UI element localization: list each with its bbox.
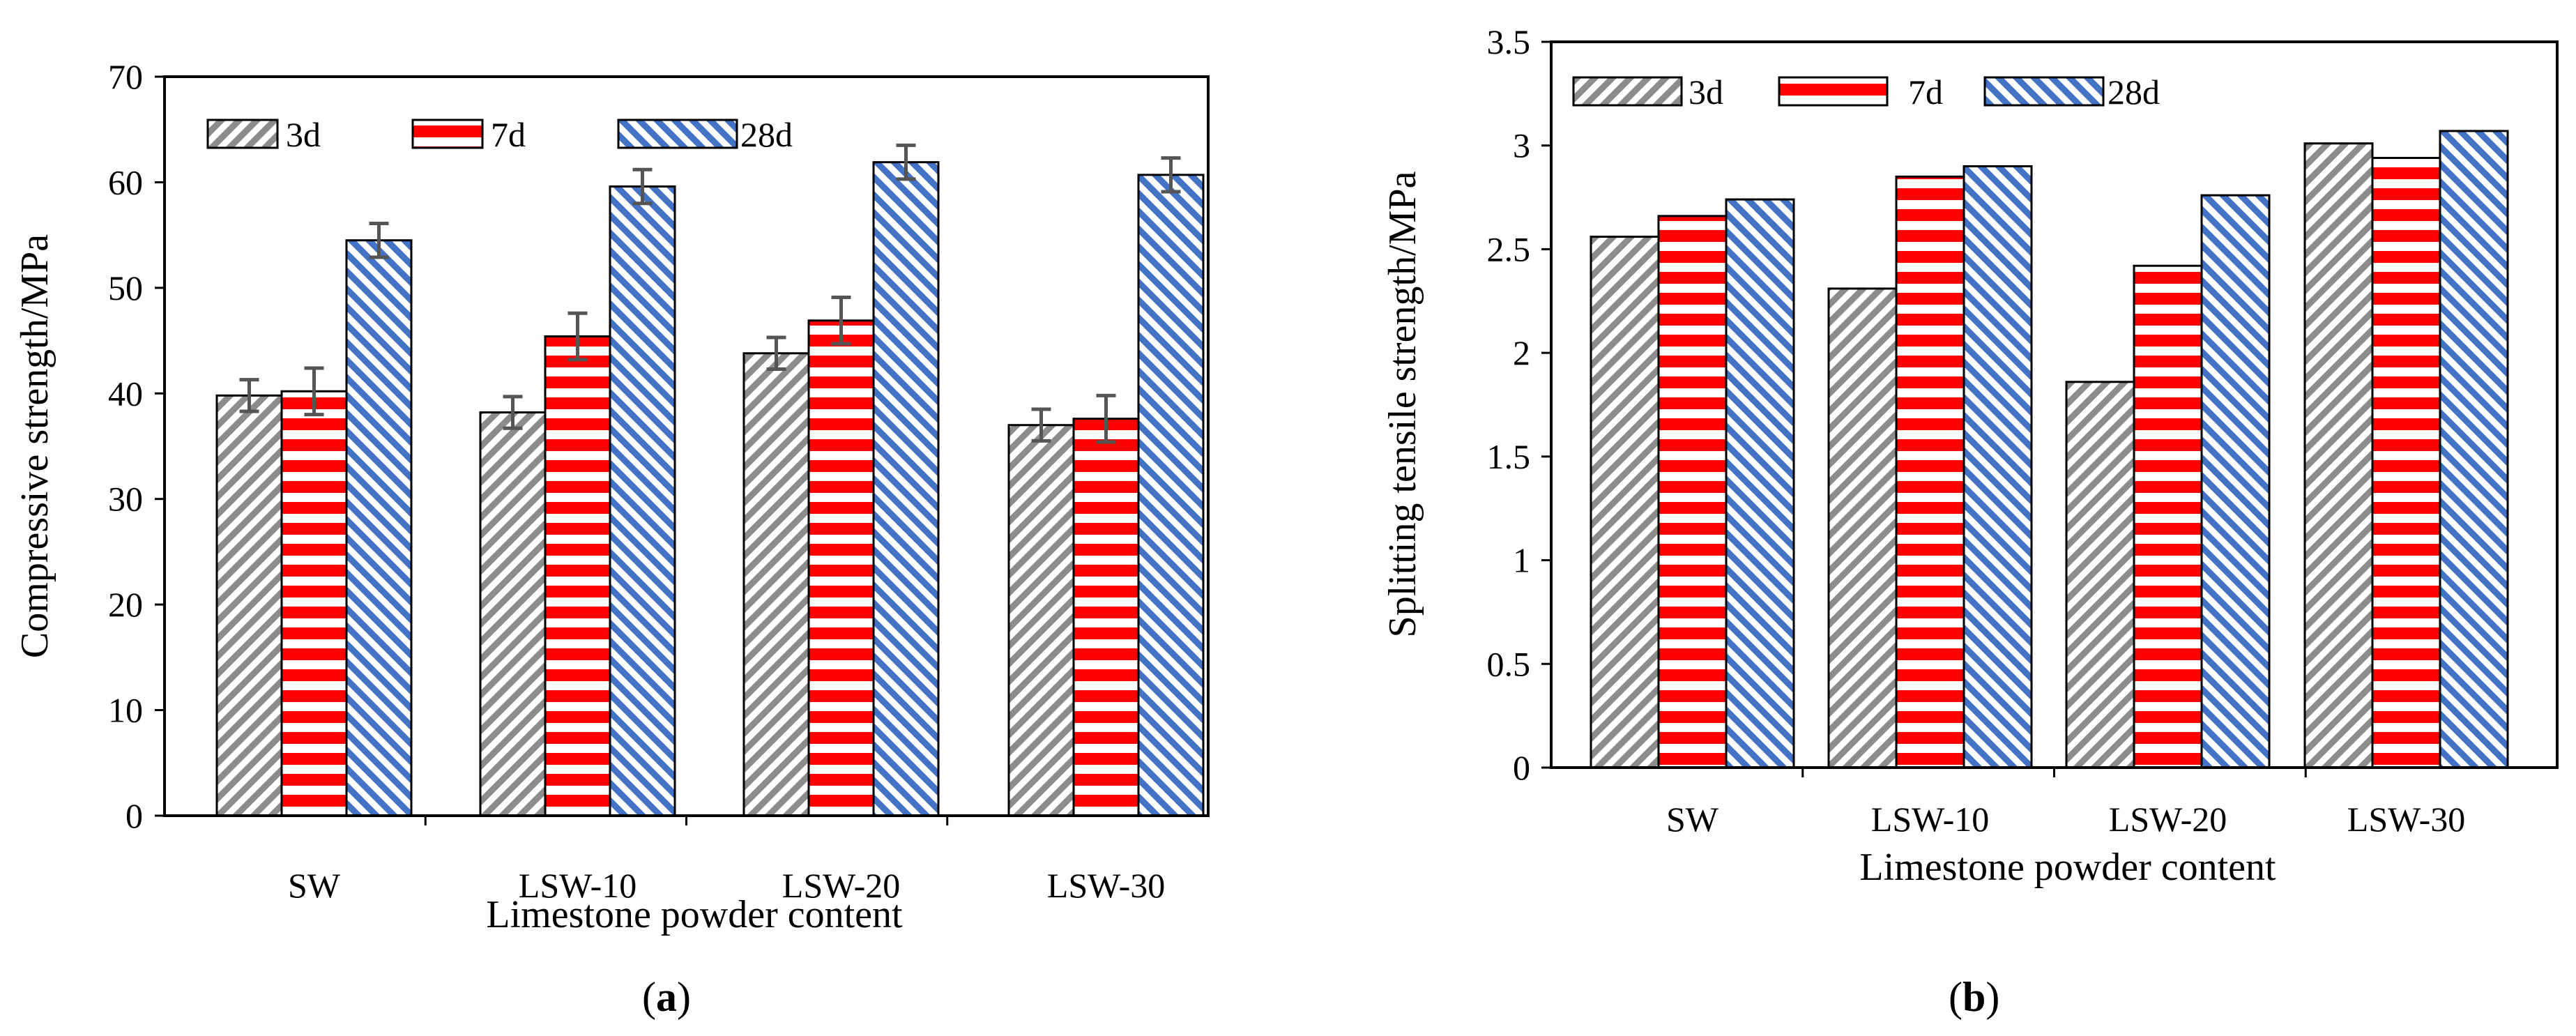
chart-a-bar-3d-SW	[215, 394, 283, 817]
chart-b-legend-label-3d: 3d	[1689, 73, 1723, 112]
chart-b: 0 0.5 1 1.5 2 2.5 3 3.5 SW LSW-10 LSW-20 LSW-30 Sp…	[1381, 22, 2559, 1020]
chart-b-bars	[1590, 130, 2509, 769]
chart-b-bar-3d-LSW-20	[2065, 381, 2135, 769]
chart-b-x-tick-label: LSW-30	[2347, 800, 2465, 839]
chart-b-legend: 3d 7d 28d	[1572, 73, 2160, 112]
chart-b-legend-swatch-3d	[1572, 76, 1683, 107]
chart-a-error-bar-7d-SW	[304, 366, 324, 417]
chart-a-bar-28d-LSW-30	[1137, 174, 1205, 817]
chart-a-panel-letter: a	[656, 974, 677, 1020]
chart-a: 0 10 20 30 40 50 60 70 SW LSW-10 LSW-20 LSW-30 Com…	[13, 57, 1210, 1020]
chart-a-error-bar-3d-SW	[239, 378, 259, 413]
chart-a-x-tick-label: LSW-30	[1047, 866, 1165, 905]
chart-a-y-axis-title: Compressive strength/MPa	[13, 234, 56, 658]
chart-a-x-axis-title: Limestone powder content	[486, 893, 903, 936]
chart-a-x-tick-label: SW	[288, 866, 341, 905]
chart-a-legend: 3d 7d 28d	[206, 115, 793, 154]
chart-a-x-tick-label: LSW-10	[519, 866, 637, 905]
chart-a-x-tick-label: LSW-20	[782, 866, 900, 905]
chart-b-bar-28d-LSW-30	[2439, 130, 2509, 769]
chart-a-bars	[215, 161, 1205, 817]
chart-b-bar-28d-LSW-20	[2200, 194, 2271, 769]
chart-b-x-axis-title: Limestone powder content	[1859, 846, 2276, 889]
chart-a-y-tick-label: 30	[108, 480, 143, 519]
chart-a-legend-swatch-7d	[411, 119, 484, 149]
chart-b-y-tick-label: 1.5	[1487, 437, 1531, 476]
chart-a-bar-28d-SW	[345, 239, 413, 817]
chart-a-error-bar-28d-SW	[369, 221, 389, 259]
chart-b-y-tick-label: 0.5	[1487, 644, 1531, 683]
chart-a-bar-7d-LSW-20	[807, 319, 875, 817]
chart-a-legend-label-7d: 7d	[491, 115, 526, 154]
chart-a-y-tick-label: 70	[108, 57, 143, 96]
chart-a-error-bar-7d-LSW-30	[1096, 393, 1116, 444]
chart-b-bar-28d-SW	[1725, 198, 1795, 769]
chart-a-error-bar-3d-LSW-20	[766, 335, 786, 371]
chart-a-bar-7d-SW	[280, 390, 348, 817]
chart-b-bar-28d-LSW-10	[1963, 165, 2033, 769]
chart-a-y-tick-label: 40	[108, 374, 143, 413]
chart-a-y-ticks: 0 10 20 30 40 50 60 70	[108, 57, 165, 835]
chart-b-legend-swatch-7d	[1778, 76, 1889, 107]
chart-a-x-ticks: SW LSW-10 LSW-20 LSW-30	[288, 816, 1165, 905]
chart-b-x-tick-label: SW	[1666, 800, 1719, 839]
chart-b-y-ticks: 0 0.5 1 1.5 2 2.5 3 3.5	[1487, 22, 1551, 787]
chart-b-panel-label: (b)	[1949, 974, 1999, 1020]
chart-a-bar-7d-LSW-30	[1072, 418, 1140, 817]
chart-b-bar-7d-SW	[1657, 215, 1728, 769]
chart-a-legend-swatch-3d	[206, 119, 279, 149]
chart-b-legend-label-7d: 7d	[1908, 73, 1943, 112]
chart-a-y-tick-label: 20	[108, 585, 143, 624]
chart-b-y-tick-label: 2	[1513, 333, 1530, 372]
chart-a-error-bar-28d-LSW-20	[896, 143, 916, 181]
chart-b-legend-swatch-28d	[1983, 76, 2105, 107]
chart-a-error-bar-28d-LSW-10	[632, 167, 653, 206]
chart-b-legend-label-28d: 28d	[2108, 73, 2160, 112]
chart-a-y-tick-label: 50	[108, 268, 143, 307]
chart-b-bar-7d-LSW-20	[2133, 264, 2203, 769]
chart-b-y-axis-title: Splitting tensile strength/MPa	[1381, 171, 1424, 637]
chart-a-y-tick-label: 10	[108, 691, 143, 730]
chart-a-bar-3d-LSW-10	[479, 411, 547, 817]
chart-a-bar-7d-LSW-10	[544, 335, 611, 817]
chart-a-y-tick-label: 0	[125, 796, 143, 835]
chart-a-error-bar-3d-LSW-10	[503, 395, 523, 430]
chart-a-bar-28d-LSW-20	[872, 161, 940, 817]
chart-b-x-tick-label: LSW-20	[2109, 800, 2227, 839]
chart-b-x-ticks: SW LSW-10 LSW-20 LSW-30	[1666, 768, 2465, 839]
chart-a-panel-label: (a)	[642, 974, 691, 1020]
chart-b-panel-letter: b	[1963, 974, 1986, 1020]
chart-a-error-bar-28d-LSW-30	[1161, 156, 1181, 194]
chart-a-y-tick-label: 60	[108, 162, 143, 201]
chart-b-bar-7d-LSW-10	[1895, 175, 1965, 769]
chart-a-error-bars	[239, 143, 1181, 444]
chart-a-bar-28d-LSW-10	[609, 185, 676, 817]
chart-a-error-bar-7d-LSW-20	[831, 295, 851, 346]
chart-b-bar-3d-SW	[1590, 236, 1660, 769]
chart-a-bar-3d-LSW-20	[742, 352, 810, 817]
chart-b-bar-3d-LSW-30	[2303, 142, 2374, 769]
chart-a-legend-label-3d: 3d	[286, 115, 321, 154]
chart-b-y-tick-label: 3	[1513, 126, 1530, 165]
chart-b-y-tick-label: 1	[1513, 541, 1530, 580]
chart-a-bar-3d-LSW-30	[1007, 424, 1075, 817]
chart-b-bar-7d-LSW-30	[2371, 157, 2441, 769]
chart-a-error-bar-7d-LSW-10	[567, 311, 588, 362]
chart-b-y-tick-label: 3.5	[1487, 22, 1531, 61]
chart-b-y-tick-label: 2.5	[1487, 229, 1531, 268]
chart-b-y-tick-label: 0	[1513, 748, 1530, 787]
chart-a-error-bar-3d-LSW-30	[1031, 407, 1051, 443]
chart-a-legend-label-28d: 28d	[740, 115, 793, 154]
chart-b-x-tick-label: LSW-10	[1871, 800, 1989, 839]
chart-a-legend-swatch-28d	[617, 119, 738, 149]
chart-b-bar-3d-LSW-10	[1827, 287, 1898, 769]
